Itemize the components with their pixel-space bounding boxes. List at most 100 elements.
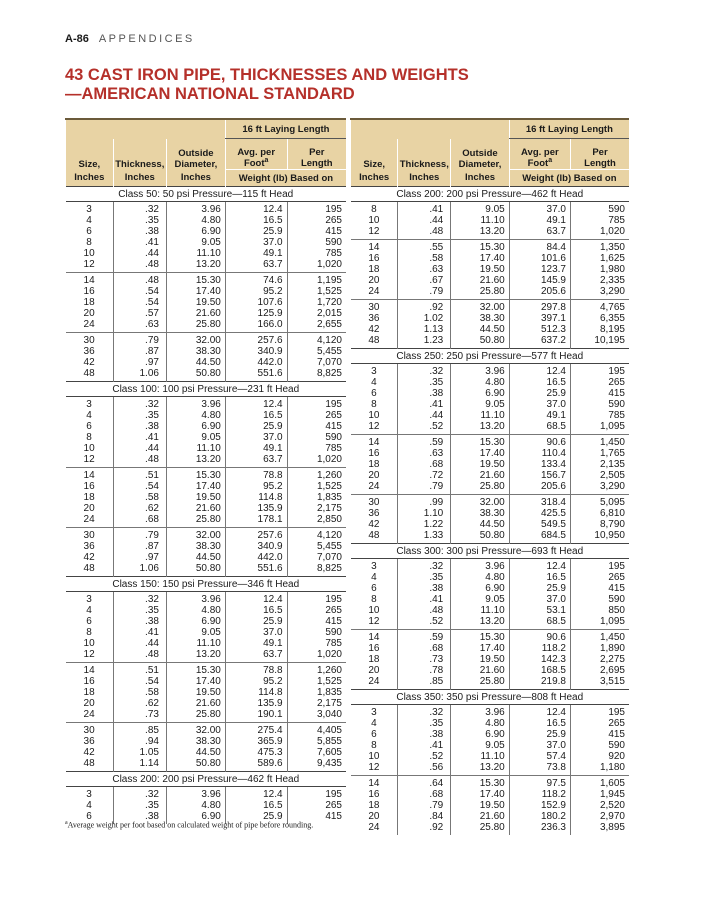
cell: 6.90 <box>165 616 226 627</box>
data-row: 20 .78 21.60 168.5 2,695 <box>351 665 629 676</box>
section-caption: Class 350: 350 psi Pressure—808 ft Head <box>350 689 629 705</box>
cell: 37.0 <box>508 399 571 410</box>
cell: 16 <box>83 286 95 297</box>
cell: 850 <box>570 605 629 616</box>
cell: 19.50 <box>450 654 510 665</box>
cell: 1.10 <box>397 508 451 519</box>
cell: 166.0 <box>224 319 288 333</box>
cell: 14 <box>350 239 398 253</box>
cell: .44 <box>112 638 167 649</box>
data-row: 16 .68 17.40 118.2 1,945 <box>351 789 629 800</box>
head-row: Size, Thickness, Outside Diameter, Avg. per F… <box>349 138 629 170</box>
cell: 2,850 <box>286 514 346 528</box>
cell: 3 <box>86 789 92 800</box>
data-row: 30.79 32.00 257.6 4,120 <box>65 527 346 541</box>
data-row: 12 .48 13.20 63.7 1,020 <box>66 649 346 663</box>
cell: 101.6 <box>508 253 571 264</box>
cell: 15.30 <box>165 272 226 286</box>
cell: 10 <box>368 215 380 226</box>
cell: 49.1 <box>508 215 571 226</box>
cell: 37.0 <box>224 627 288 638</box>
cell: 12 <box>368 421 380 432</box>
data-row: 4 .35 4.80 16.5 265 <box>66 605 346 616</box>
cell: 4.80 <box>450 377 510 388</box>
cell: 118.2 <box>508 643 571 654</box>
cell: 17.40 <box>165 286 226 297</box>
cell: .79 <box>112 332 167 346</box>
cell: 297.8 <box>508 299 571 313</box>
cell: 16 <box>83 676 95 687</box>
cell: 68.5 <box>508 421 571 435</box>
cell: .41 <box>397 594 451 605</box>
cell: .38 <box>112 226 167 237</box>
cell: .32 <box>397 363 451 377</box>
data-row: 4 .35 4.80 16.5 265 <box>351 377 629 388</box>
cell: 25.9 <box>508 583 571 594</box>
data-row: 10 .44 11.10 49.1 785 <box>351 410 629 421</box>
row-group: 14.59 15.30 90.6 1,450 16.63 17.40 110.4 1,765 1… <box>350 434 629 495</box>
cell: .35 <box>397 377 451 388</box>
cell: 32.00 <box>450 299 510 313</box>
row-group: 14.51 15.30 78.8 1,260 16.54 17.40 95.2 1,525 18… <box>65 467 346 528</box>
cell: 24 <box>368 676 380 687</box>
cell: .97 <box>112 357 167 368</box>
cell: 590 <box>570 594 629 605</box>
data-row: 8 .41 9.05 37.0 590 <box>351 594 629 605</box>
data-row: 24 .73 25.80 190.1 3,040 <box>66 709 346 723</box>
cell: 13.20 <box>450 226 510 240</box>
data-table: 16 ft Laying Length Size, Thickness, Outsid… <box>65 118 346 824</box>
column-label: Avg. per <box>237 147 276 158</box>
data-row: 42 .97 44.50 442.0 7,070 <box>66 357 346 368</box>
data-row: 12 .56 13.20 73.8 1,180 <box>351 762 629 776</box>
cell: 74.6 <box>224 272 288 286</box>
cell: 68.5 <box>508 616 571 630</box>
cell: .63 <box>397 448 451 459</box>
cell: 275.4 <box>224 722 288 736</box>
data-row: 18 .73 19.50 142.3 2,275 <box>351 654 629 665</box>
cell: 6.90 <box>450 583 510 594</box>
cell: 19.50 <box>450 264 510 275</box>
cell: 38.30 <box>165 346 226 357</box>
cell: 16.5 <box>224 410 288 421</box>
cell: 2,175 <box>286 698 346 709</box>
data-row: 4 .35 4.80 16.5 265 <box>66 410 346 421</box>
cell: .35 <box>112 410 167 421</box>
cell: .79 <box>397 481 451 495</box>
cell: 15.30 <box>165 662 226 676</box>
data-row: 14.59 15.30 90.6 1,450 <box>350 434 629 448</box>
cell: .51 <box>112 662 167 676</box>
cell: 13.20 <box>165 259 226 273</box>
section-caption: Class 200: 200 psi Pressure—462 ft Head <box>65 771 346 787</box>
cell: .54 <box>112 286 167 297</box>
cell: .35 <box>112 800 167 811</box>
caption-row: Class 200: 200 psi Pressure—462 ft Head <box>65 771 346 787</box>
caption-row: Class 300: 300 psi Pressure—693 ft Head <box>350 543 629 559</box>
cell: 2,505 <box>570 470 629 481</box>
cell: 4.80 <box>450 572 510 583</box>
data-row: 18 .68 19.50 133.4 2,135 <box>351 459 629 470</box>
cell: 6.90 <box>165 226 226 237</box>
cell: 5,455 <box>286 346 346 357</box>
running-header: A-86 APPENDICES <box>65 33 195 45</box>
cell: 25.80 <box>165 514 226 528</box>
cell: 6,355 <box>570 313 629 324</box>
cell: 48 <box>83 563 95 574</box>
cell: 14 <box>65 467 114 481</box>
cell: 190.1 <box>224 709 288 723</box>
cell: 11.10 <box>165 248 226 259</box>
data-row: 20 .62 21.60 135.9 2,175 <box>66 698 346 709</box>
cell: 32.00 <box>165 527 226 541</box>
cell: 4,120 <box>286 527 346 541</box>
blank-head <box>350 118 510 139</box>
footnote-ref: a <box>264 156 269 164</box>
cell: .79 <box>397 286 451 300</box>
cell: .62 <box>112 698 167 709</box>
section: Class 350: 350 psi Pressure—808 ft Head <box>350 689 629 705</box>
cell: .92 <box>397 822 451 835</box>
cell: 14 <box>350 629 398 643</box>
cell: .85 <box>112 722 167 736</box>
cell: .35 <box>397 572 451 583</box>
cell: 6.90 <box>450 388 510 399</box>
cell: .58 <box>112 492 167 503</box>
